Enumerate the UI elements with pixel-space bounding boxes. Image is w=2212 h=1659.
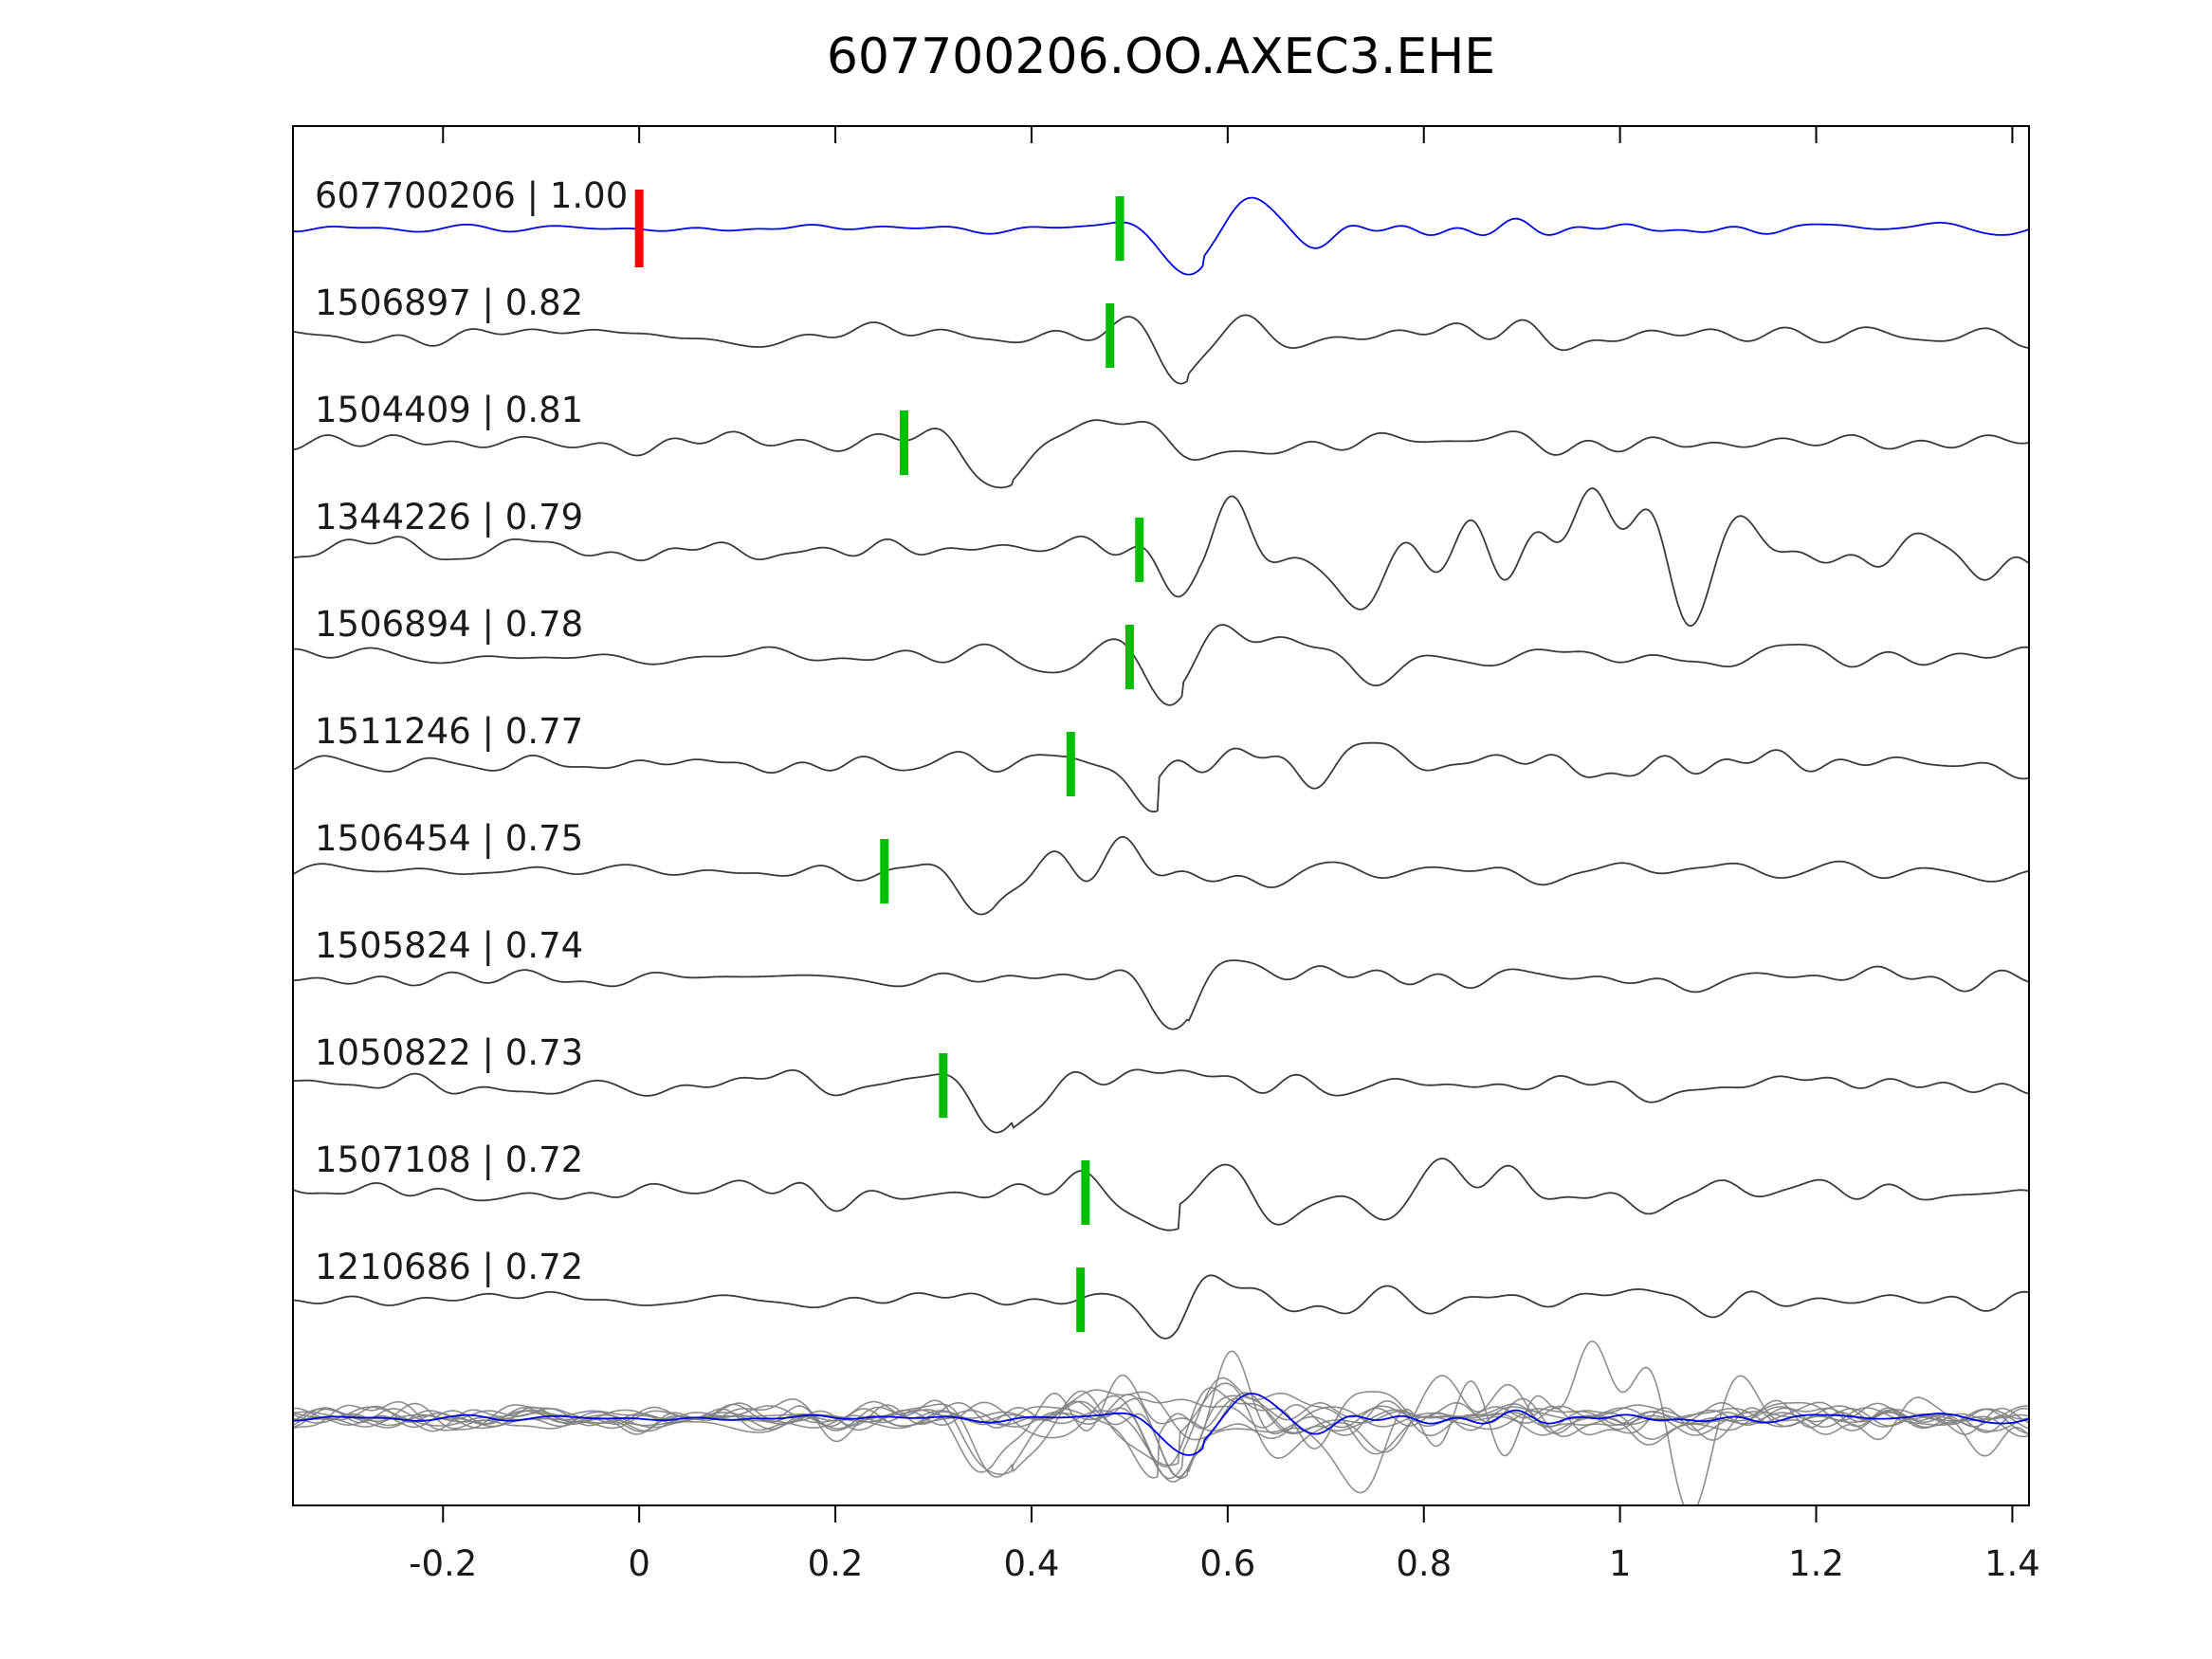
trace-label-1505824: 1505824 | 0.74 bbox=[315, 925, 583, 966]
overlay-trace-path-1506454 bbox=[293, 1374, 2029, 1473]
trace-path-1507108 bbox=[293, 1158, 2029, 1231]
trace-label-1506897: 1506897 | 0.82 bbox=[315, 283, 583, 323]
overlay-trace-path-1507108 bbox=[293, 1375, 2029, 1467]
trace-path-1344226 bbox=[293, 487, 2029, 628]
x-tick-label: 0.4 bbox=[1004, 1543, 1060, 1584]
trace-path-607700206 bbox=[293, 196, 2029, 276]
overlay-reference-path-607700206 bbox=[293, 1393, 2029, 1456]
overlay-trace-path-1050822 bbox=[293, 1397, 2029, 1478]
trace-path-1506897 bbox=[293, 314, 2029, 385]
trace-label-1506894: 1506894 | 0.78 bbox=[315, 604, 583, 645]
trace-label-1506454: 1506454 | 0.75 bbox=[315, 818, 583, 859]
trace-path-1511246 bbox=[293, 741, 2029, 813]
trace-label-1504409: 1504409 | 0.81 bbox=[315, 390, 583, 430]
x-tick-label: 0.2 bbox=[808, 1543, 864, 1584]
trace-label-607700206: 607700206 | 1.00 bbox=[315, 175, 628, 216]
x-tick-label: 0.8 bbox=[1396, 1543, 1452, 1584]
overlay-trace-path-1210686 bbox=[293, 1386, 2029, 1468]
x-tick-label: 1 bbox=[1609, 1543, 1632, 1584]
overlay-trace-path-1344226 bbox=[293, 1340, 2029, 1505]
x-tick-label: 1.4 bbox=[1984, 1543, 2040, 1584]
x-tick-label: 0.6 bbox=[1199, 1543, 1255, 1584]
trace-path-1505824 bbox=[293, 959, 2029, 1030]
x-tick-label: 0 bbox=[628, 1543, 650, 1584]
trace-path-1506894 bbox=[293, 624, 2029, 706]
axes-box bbox=[292, 125, 2030, 1506]
trace-path-1504409 bbox=[293, 419, 2029, 489]
trace-path-1506454 bbox=[293, 835, 2029, 916]
x-tick-label: 1.2 bbox=[1788, 1543, 1844, 1584]
trace-label-1210686: 1210686 | 0.72 bbox=[315, 1247, 583, 1287]
traces-group bbox=[293, 196, 2029, 1505]
x-tick-label: -0.2 bbox=[409, 1543, 477, 1584]
trace-label-1344226: 1344226 | 0.79 bbox=[315, 497, 583, 538]
plot-title: 607700206.OO.AXEC3.EHE bbox=[826, 28, 1496, 85]
trace-path-1210686 bbox=[293, 1274, 2029, 1340]
trace-label-1507108: 1507108 | 0.72 bbox=[315, 1139, 583, 1180]
trace-path-1050822 bbox=[293, 1068, 2029, 1134]
trace-label-1050822: 1050822 | 0.73 bbox=[315, 1032, 583, 1073]
trace-label-1511246: 1511246 | 0.77 bbox=[315, 711, 583, 752]
